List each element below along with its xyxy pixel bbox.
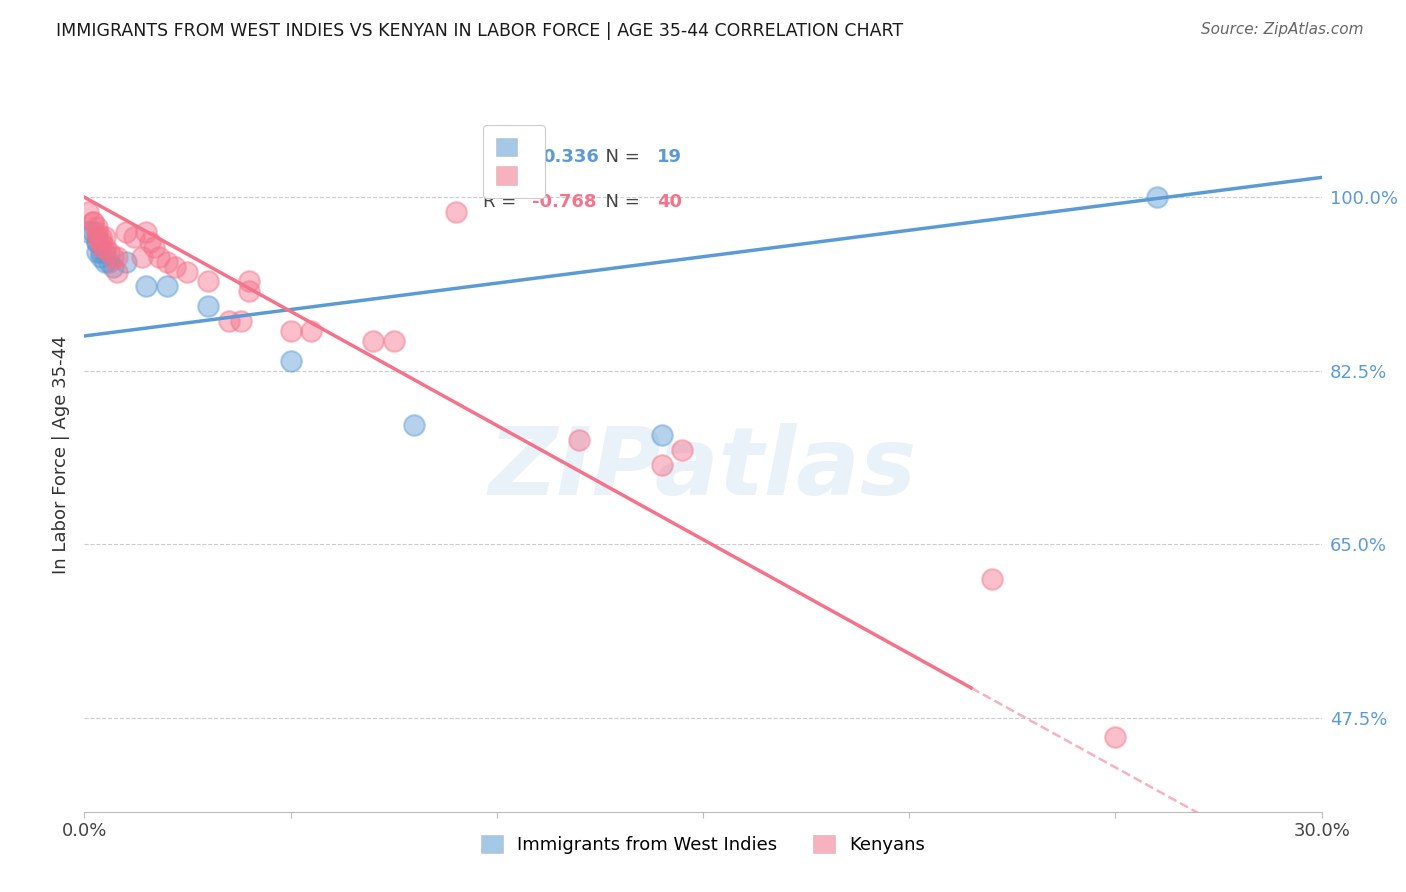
Point: [135, 225, 157, 239]
Text: Source: ZipAtlas.com: Source: ZipAtlas.com: [1201, 22, 1364, 37]
Text: N =: N =: [595, 193, 651, 211]
Point: [86, 225, 108, 239]
Point: [197, 299, 219, 313]
Point: [568, 433, 591, 447]
Point: [105, 250, 128, 264]
Point: [86, 219, 108, 234]
Point: [114, 254, 136, 268]
Point: [86, 230, 108, 244]
Point: [165, 260, 187, 274]
Point: [90, 250, 112, 264]
Point: [90, 235, 112, 249]
Point: [280, 353, 302, 368]
Point: [671, 442, 693, 457]
Point: [143, 240, 166, 254]
Point: [77, 205, 100, 219]
Point: [382, 334, 405, 348]
Point: [299, 324, 322, 338]
Point: [103, 250, 125, 264]
Text: 40: 40: [657, 193, 682, 211]
Point: [82, 225, 104, 239]
Point: [94, 240, 117, 254]
Point: [98, 254, 121, 268]
Text: -0.768: -0.768: [533, 193, 596, 211]
Text: 0.336: 0.336: [543, 148, 599, 166]
Legend: Immigrants from West Indies, Kenyans: Immigrants from West Indies, Kenyans: [472, 826, 934, 863]
Text: IMMIGRANTS FROM WEST INDIES VS KENYAN IN LABOR FORCE | AGE 35-44 CORRELATION CHA: IMMIGRANTS FROM WEST INDIES VS KENYAN IN…: [56, 22, 904, 40]
Point: [90, 240, 112, 254]
Point: [94, 244, 117, 259]
Text: R =: R =: [482, 193, 522, 211]
Point: [77, 225, 100, 239]
Point: [86, 235, 108, 249]
Point: [156, 254, 179, 268]
Text: N =: N =: [595, 148, 651, 166]
Text: ZIPatlas: ZIPatlas: [489, 423, 917, 516]
Point: [122, 230, 145, 244]
Text: 19: 19: [657, 148, 682, 166]
Point: [280, 324, 302, 338]
Point: [1104, 731, 1126, 745]
Point: [229, 314, 252, 328]
Point: [94, 230, 117, 244]
Point: [148, 250, 170, 264]
Point: [404, 418, 426, 433]
Point: [135, 279, 157, 293]
Point: [90, 230, 112, 244]
Point: [238, 275, 260, 289]
Point: [98, 244, 121, 259]
Point: [86, 244, 108, 259]
Point: [82, 215, 104, 229]
Point: [86, 235, 108, 249]
Point: [139, 235, 162, 249]
Point: [218, 314, 240, 328]
Point: [90, 244, 112, 259]
Point: [105, 264, 128, 278]
Text: R =: R =: [482, 148, 527, 166]
Point: [361, 334, 384, 348]
Y-axis label: In Labor Force | Age 35-44: In Labor Force | Age 35-44: [52, 335, 70, 574]
Point: [651, 458, 673, 472]
Point: [94, 254, 117, 268]
Point: [176, 264, 198, 278]
Point: [114, 225, 136, 239]
Point: [651, 428, 673, 442]
Point: [444, 205, 467, 219]
Point: [131, 250, 153, 264]
Point: [980, 572, 1002, 586]
Point: [1146, 190, 1168, 204]
Point: [82, 215, 104, 229]
Point: [156, 279, 179, 293]
Point: [238, 285, 260, 299]
Point: [103, 260, 125, 274]
Point: [197, 275, 219, 289]
